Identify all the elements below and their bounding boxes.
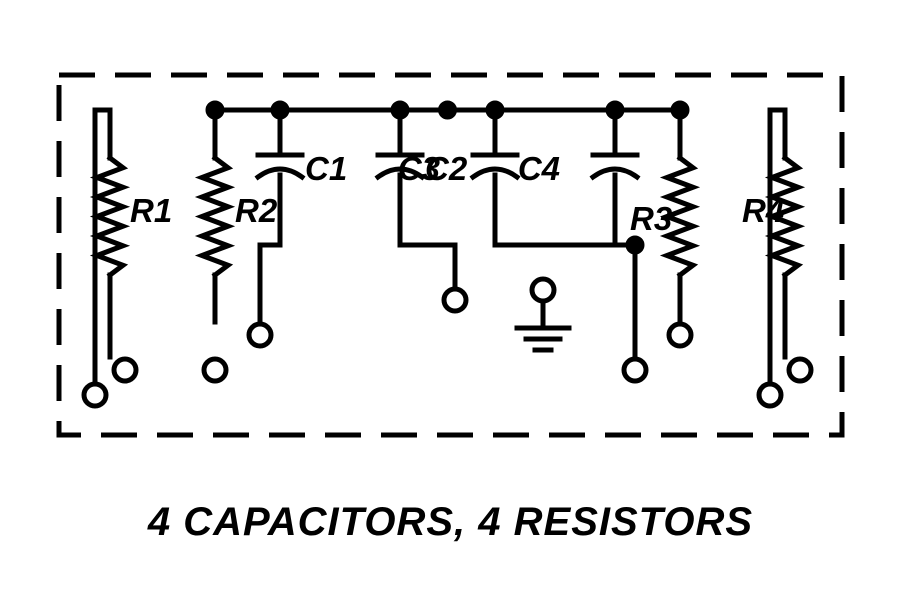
svg-text:R2: R2 bbox=[235, 192, 278, 229]
svg-text:C4: C4 bbox=[518, 150, 560, 187]
caption: 4 CAPACITORS, 4 RESISTORS bbox=[0, 500, 901, 545]
svg-text:C1: C1 bbox=[305, 150, 347, 187]
svg-text:R3: R3 bbox=[630, 200, 672, 237]
svg-text:C3: C3 bbox=[398, 150, 440, 187]
svg-text:R4: R4 bbox=[742, 192, 784, 229]
svg-text:R1: R1 bbox=[130, 192, 172, 229]
